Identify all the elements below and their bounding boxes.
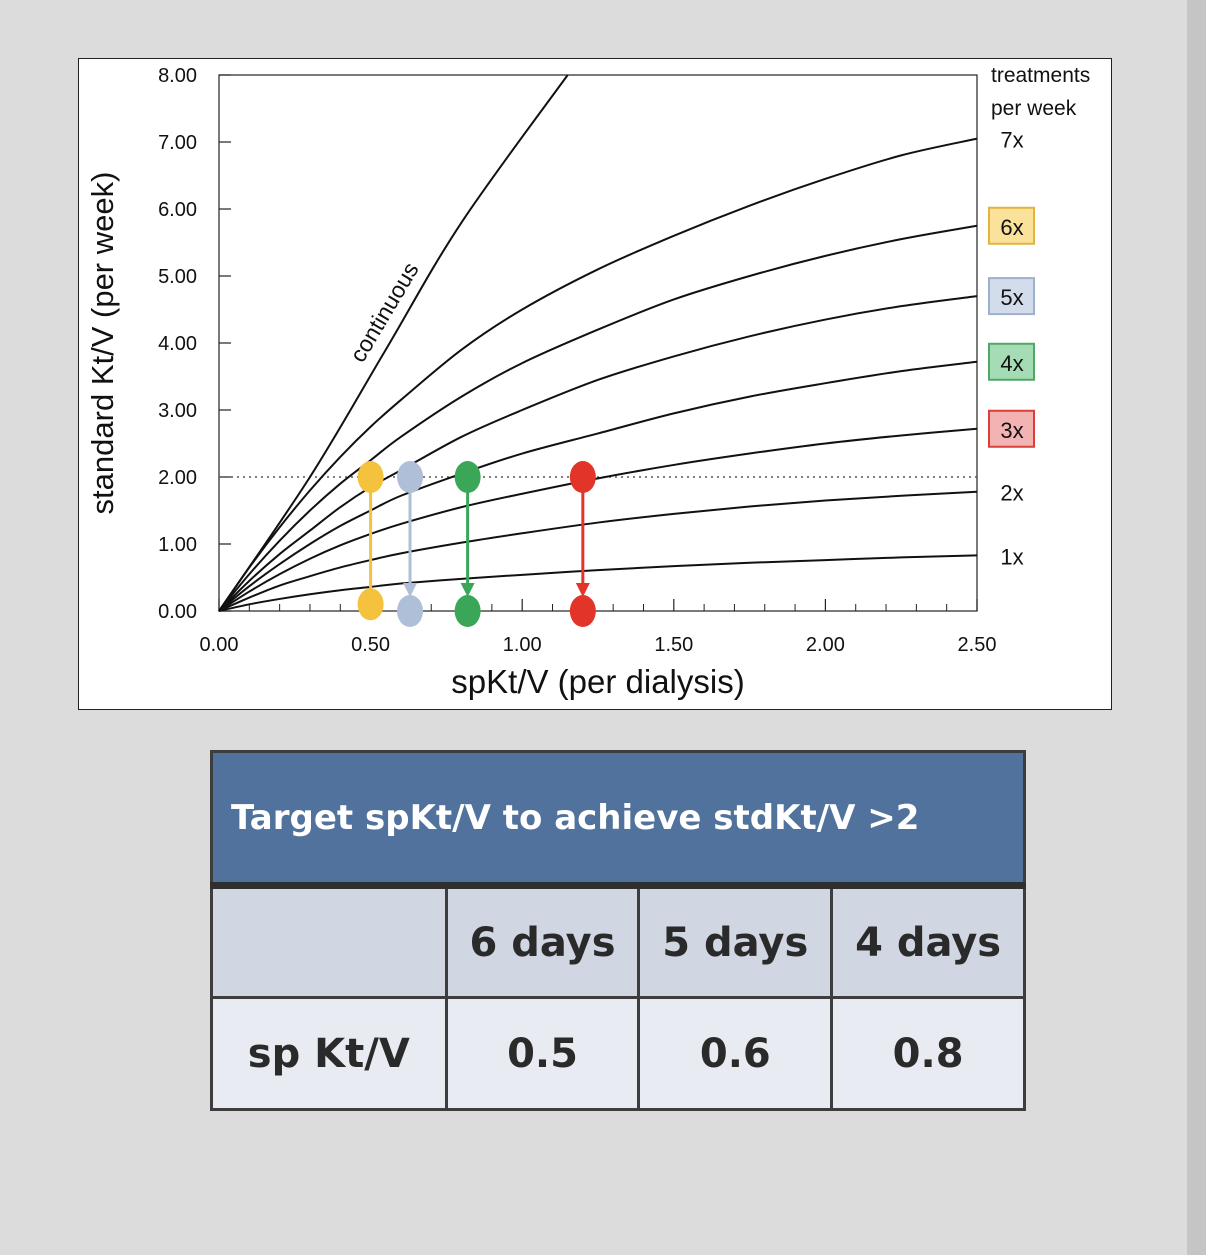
x-tick-label: 2.00: [806, 634, 845, 656]
y-axis-label: standard Kt/V (per week): [85, 172, 120, 515]
table-title: Target spKt/V to achieve stdKt/V >2: [210, 750, 1026, 889]
y-tick-label: 4.00: [158, 333, 197, 355]
y-tick-label: 3.00: [158, 400, 197, 422]
header-cell-4-days: 4 days: [830, 884, 1026, 999]
legend-title-line2: per week: [991, 97, 1077, 120]
series-label-6x: 6x: [1000, 215, 1023, 240]
series-line-2x: [218, 490, 978, 612]
marker-arrow-1: [403, 583, 418, 597]
y-tick-label: 6.00: [158, 199, 197, 221]
marker-bottom-dot-3: [569, 595, 596, 627]
header-cell-empty: [210, 884, 448, 999]
y-tick-label: 5.00: [158, 266, 197, 288]
y-tick-label: 8.00: [158, 65, 197, 87]
chart-svg: 0.00 1.00 2.00 3.00 4.00 5.00 6.00 7.00 8.00 0.00…: [85, 64, 1090, 700]
marker-top-dot-2: [454, 461, 481, 493]
value-6-days: 0.5: [444, 996, 641, 1111]
series-line-7x: [218, 137, 978, 612]
series-label-4x: 4x: [1000, 351, 1023, 376]
x-tick-label: 0.50: [351, 634, 390, 656]
marker-bottom-dot-1: [397, 595, 424, 627]
marker-top-dot-1: [397, 461, 424, 493]
series-line-6x: [218, 224, 978, 612]
series-line-4x: [218, 360, 978, 612]
legend-box-3x: [988, 409, 1035, 448]
target-table: Target spKt/V to achieve stdKt/V >2 6 da…: [210, 750, 1026, 1111]
legend-title-line1: treatments: [991, 64, 1090, 87]
legend-box-5x: [988, 277, 1035, 316]
marker-top-dot-3: [569, 461, 596, 493]
series-line-5x: [218, 295, 978, 612]
marker-top-dot-0: [357, 461, 384, 493]
header-cell-6-days: 6 days: [444, 884, 641, 999]
series-label-3x: 3x: [1000, 418, 1023, 443]
x-tick-label: 2.50: [958, 634, 997, 656]
marker-arrow-3: [575, 583, 590, 597]
series-label-5x: 5x: [1000, 285, 1023, 310]
marker-bottom-dot-0: [357, 588, 384, 621]
x-axis-label: spKt/V (per dialysis): [451, 663, 744, 700]
continuous-label: continuous: [344, 258, 423, 367]
value-5-days: 0.6: [637, 996, 834, 1111]
x-tick-label: 0.00: [200, 634, 239, 656]
x-tick-label: 1.50: [654, 634, 693, 656]
series-line-1x: [218, 554, 978, 612]
marker-arrow-2: [460, 583, 475, 597]
series-line-continuous: [218, 74, 569, 612]
legend-box-4x: [988, 342, 1035, 381]
marker-bottom-dot-2: [454, 595, 481, 627]
header-cell-5-days: 5 days: [637, 884, 834, 999]
chart-frame: 0.00 1.00 2.00 3.00 4.00 5.00 6.00 7.00 8.00 0.00…: [78, 58, 1112, 710]
legend-box-6x: [988, 206, 1035, 245]
series-label-7x: 7x: [1000, 128, 1023, 153]
series-label-1x: 1x: [1000, 544, 1023, 569]
y-tick-label: 2.00: [158, 467, 197, 489]
y-tick-label: 7.00: [158, 132, 197, 154]
row-label: sp Kt/V: [210, 996, 448, 1111]
value-4-days: 0.8: [830, 996, 1026, 1111]
x-tick-label: 1.00: [503, 634, 542, 656]
scrollbar[interactable]: [1187, 0, 1206, 1255]
y-tick-label: 0.00: [158, 601, 197, 623]
series-label-2x: 2x: [1000, 481, 1023, 506]
series-line-3x: [218, 427, 978, 612]
y-tick-label: 1.00: [158, 534, 197, 556]
